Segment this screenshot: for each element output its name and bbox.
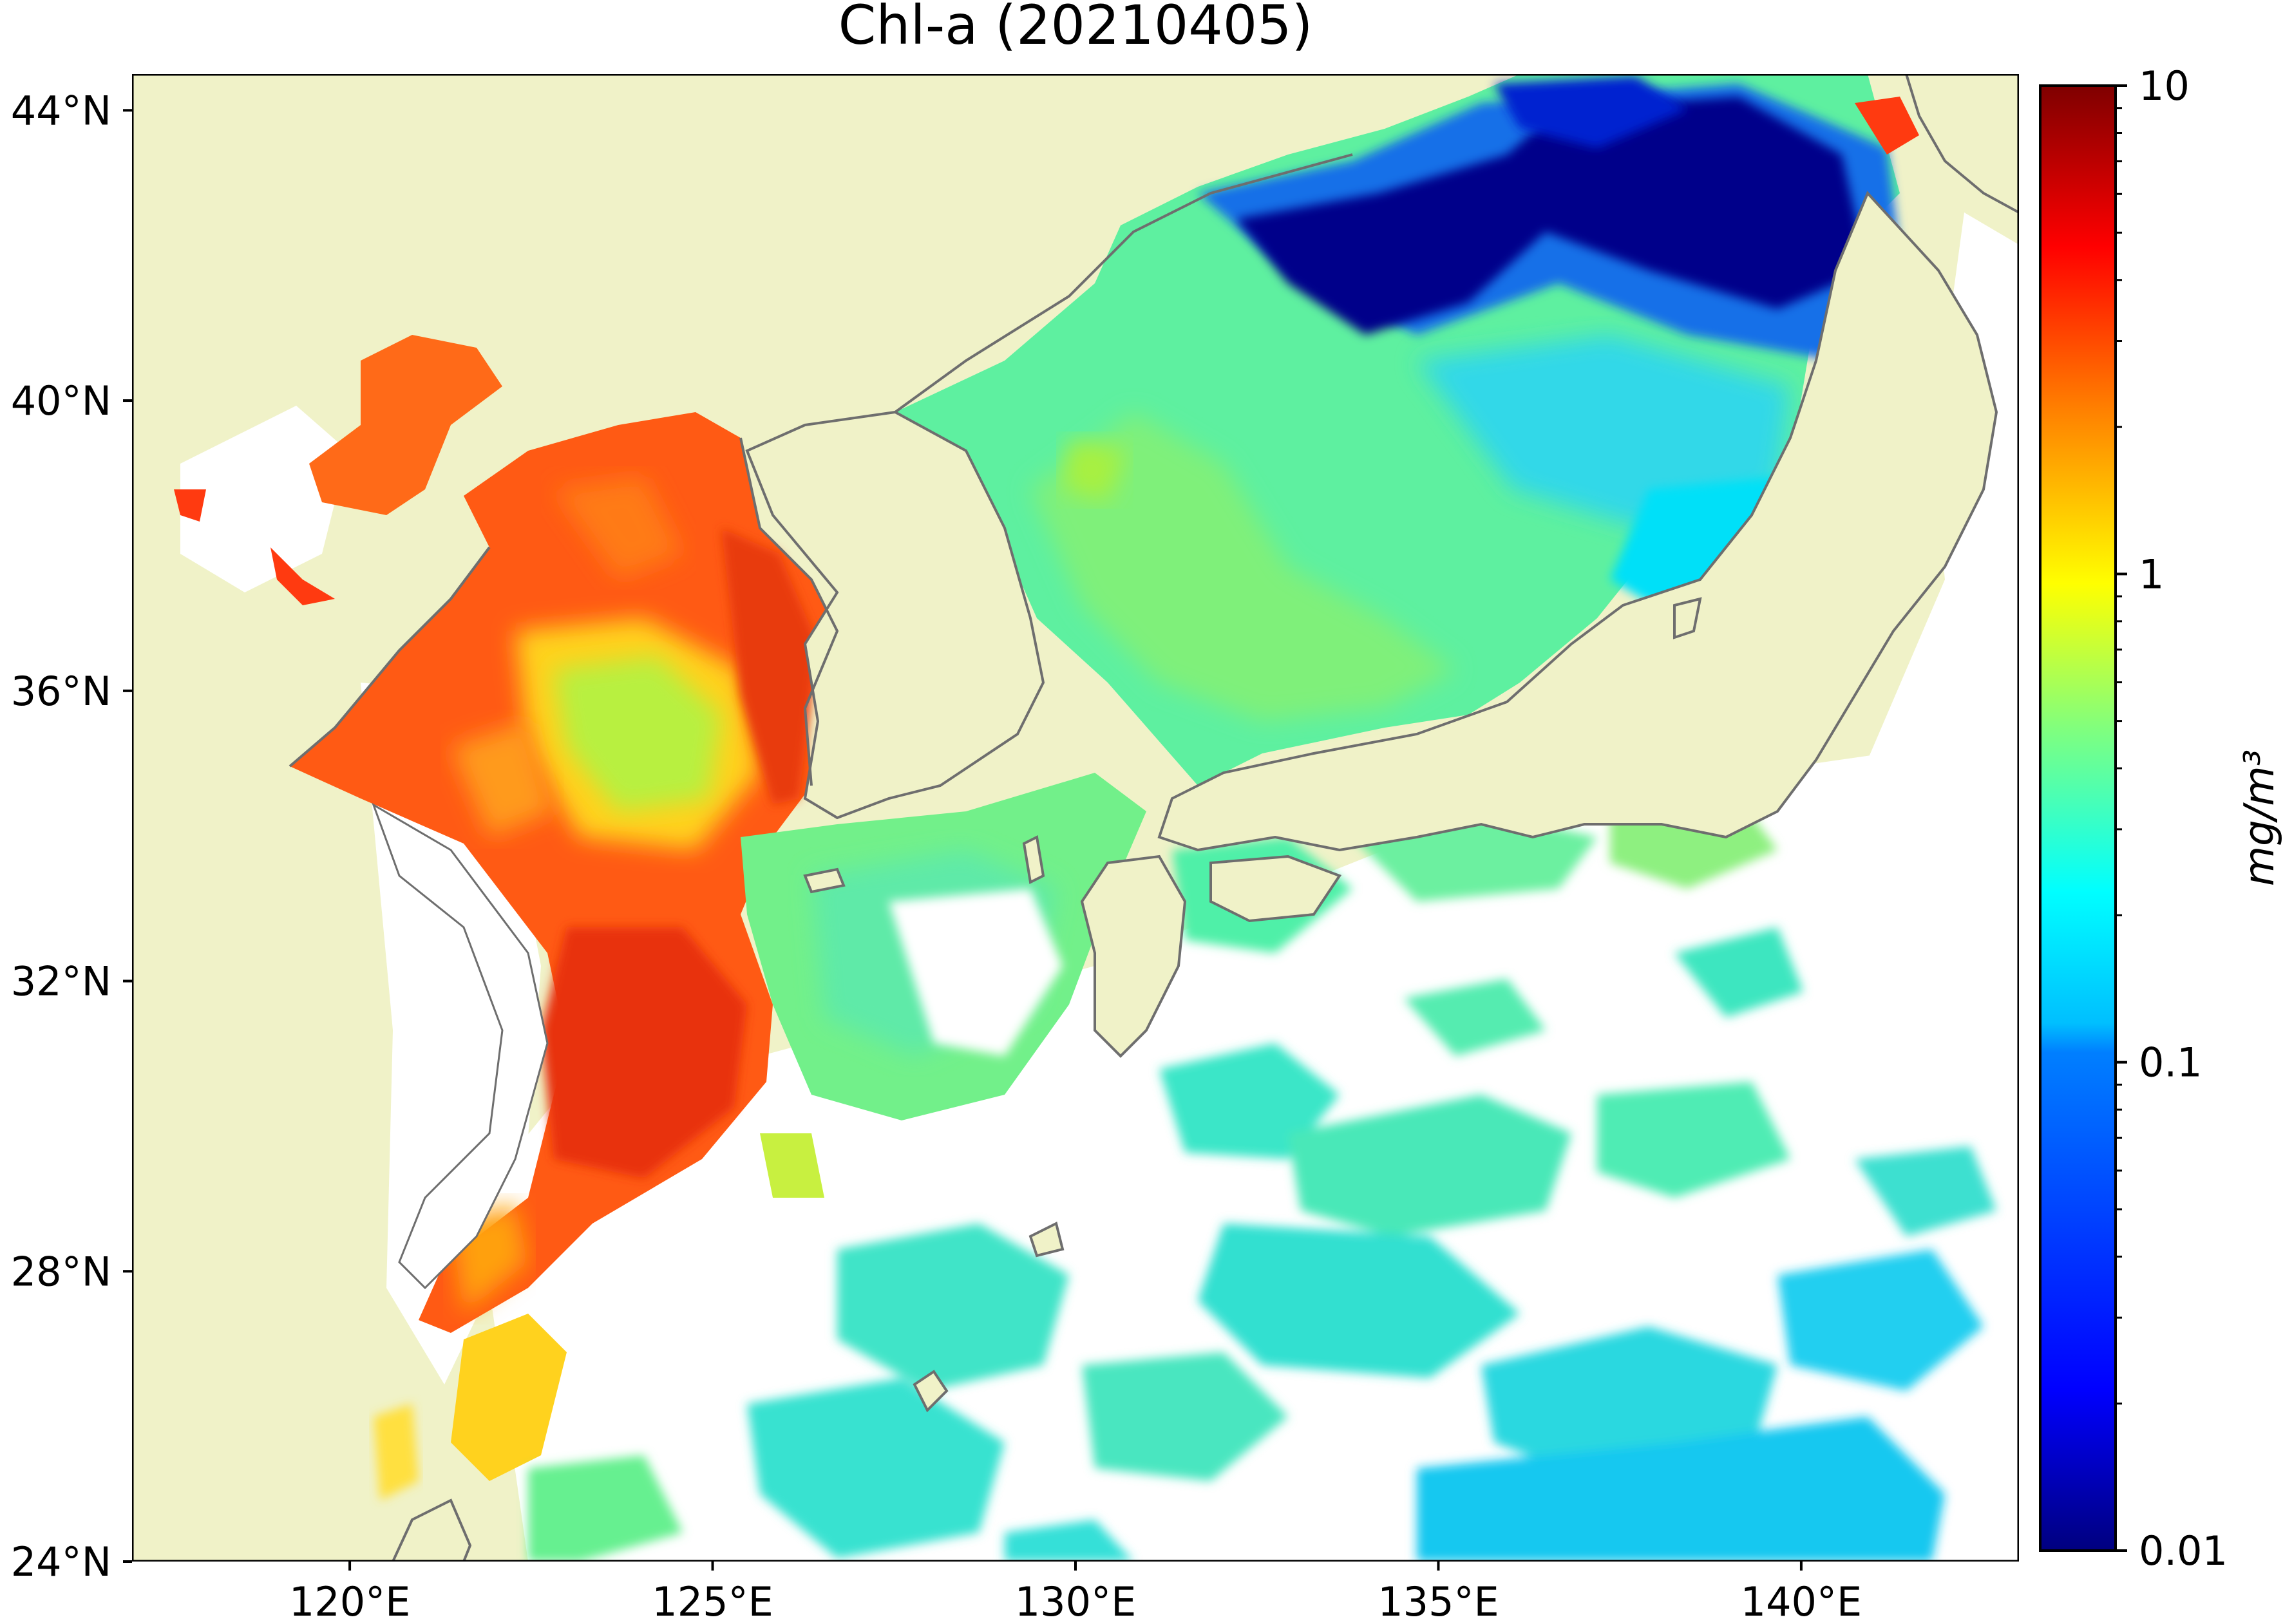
- lat-tick-label: 36°N: [11, 668, 111, 715]
- colorbar-ticks: 10 1 0.1 0.01: [2116, 62, 2228, 1574]
- lon-tick-label: 135°E: [1378, 1578, 1499, 1624]
- latitude-axis: 44°N 40°N 36°N 32°N 28°N 24°N: [11, 87, 132, 1585]
- lon-tick-label: 120°E: [289, 1578, 411, 1624]
- land-masses: [391, 74, 2019, 1562]
- map-panel: [132, 74, 2019, 1562]
- lon-tick-label: 130°E: [1015, 1578, 1137, 1624]
- lat-tick-label: 24°N: [11, 1538, 111, 1585]
- lat-tick-label: 28°N: [11, 1248, 111, 1295]
- colorbar-tick-label: 1: [2139, 551, 2164, 598]
- map-title: Chl-a (20210405): [838, 0, 1313, 57]
- sea-of-japan-chl: [895, 74, 1919, 786]
- colorbar-unit-label: mg/m³: [2236, 750, 2283, 887]
- coastline-details: [289, 153, 1353, 786]
- coastal-no-data: [372, 802, 549, 1290]
- colorbar-tick-label: 0.01: [2139, 1527, 2228, 1574]
- colorbar-gradient: [2039, 84, 2117, 1552]
- east-china-sea-chl: [374, 773, 1146, 1500]
- lat-tick-label: 32°N: [11, 958, 111, 1005]
- colorbar-tick-label: 10: [2139, 62, 2190, 109]
- lat-tick-label: 40°N: [11, 377, 111, 424]
- pacific-chl-patches: [528, 798, 1996, 1562]
- colorbar-tick-label: 0.1: [2139, 1039, 2202, 1086]
- lon-tick-label: 125°E: [652, 1578, 773, 1624]
- lon-tick-label: 140°E: [1741, 1578, 1862, 1624]
- yellow-sea-chl: [174, 335, 837, 1333]
- longitude-axis: 120°E 125°E 130°E 135°E 140°E: [289, 1562, 1862, 1624]
- colorbar: 10 1 0.1 0.01 mg/m³: [2039, 62, 2283, 1574]
- lat-tick-label: 44°N: [11, 87, 111, 134]
